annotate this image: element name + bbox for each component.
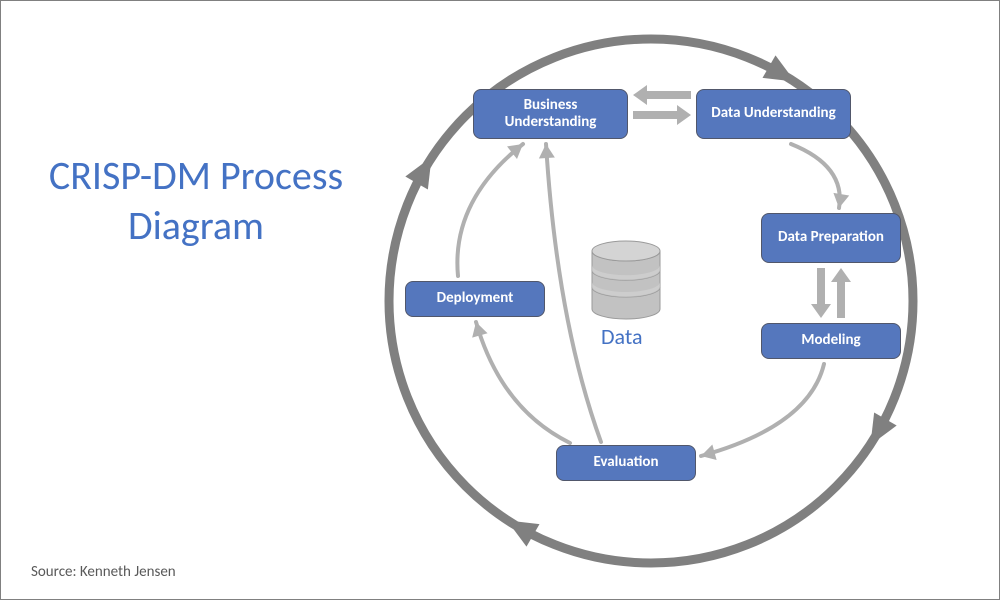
node-data-understanding: Data Understanding <box>696 89 851 139</box>
node-business-understanding: Business Understanding <box>473 89 628 139</box>
node-modeling: Modeling <box>761 323 901 359</box>
diagram-frame: CRISP-DM Process Diagram Source: Kenneth… <box>0 0 1000 600</box>
data-label: Data <box>601 323 643 350</box>
node-data-preparation: Data Preparation <box>761 213 901 263</box>
node-evaluation: Evaluation <box>556 445 696 481</box>
node-deployment: Deployment <box>405 281 545 317</box>
source-attribution: Source: Kenneth Jensen <box>31 563 176 581</box>
page-title: CRISP-DM Process Diagram <box>46 151 346 251</box>
